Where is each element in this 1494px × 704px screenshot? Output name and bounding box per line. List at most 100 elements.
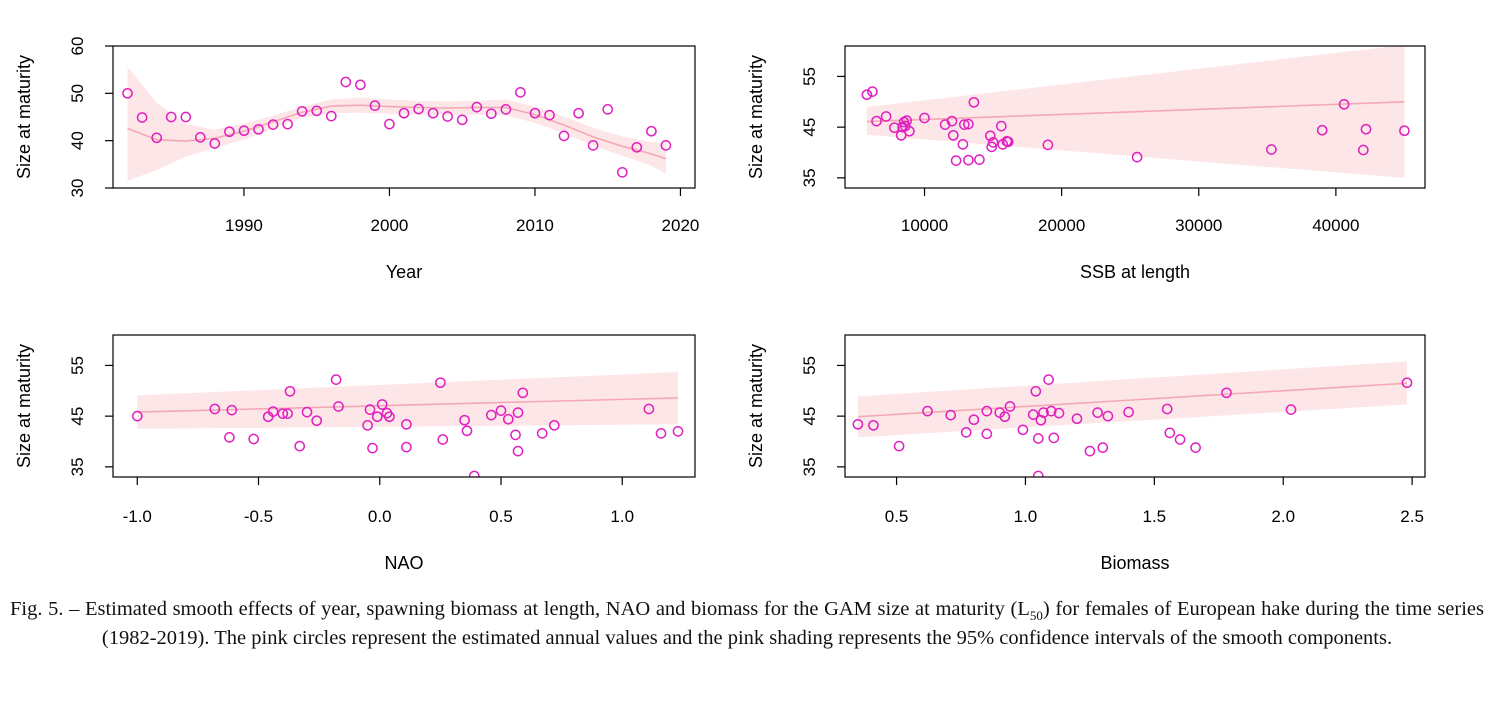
data-point — [861, 89, 873, 101]
data-point — [485, 409, 497, 421]
data-point — [1131, 151, 1143, 163]
data-point — [296, 105, 308, 117]
data-point — [536, 428, 548, 439]
x-axis-title: Biomass — [1100, 553, 1169, 573]
caption-text-suffix: ) for females of European hake during th… — [101, 598, 1484, 650]
data-point — [459, 414, 470, 426]
data-point — [587, 140, 599, 151]
data-point — [895, 129, 907, 141]
data-point — [958, 119, 970, 130]
data-point — [922, 405, 933, 417]
y-tick-label: 55 — [68, 356, 87, 375]
data-point — [868, 419, 879, 431]
data-point — [437, 434, 449, 445]
x-tick-label: 1.0 — [1014, 507, 1038, 526]
y-tick-label: 35 — [68, 457, 87, 476]
x-tick-label: 10000 — [901, 216, 948, 235]
y-axis-title: Size at maturity — [746, 55, 766, 179]
data-point — [968, 96, 980, 108]
data-point — [136, 112, 148, 123]
data-point — [1161, 403, 1173, 415]
data-point — [999, 411, 1011, 423]
y-tick-label: 40 — [68, 131, 87, 150]
x-tick-label: 2010 — [516, 216, 554, 235]
data-point — [987, 137, 999, 148]
data-point — [427, 107, 439, 119]
x-tick-label: -1.0 — [123, 507, 152, 526]
data-point — [401, 441, 412, 453]
data-point — [1401, 377, 1413, 389]
data-point — [1102, 410, 1114, 422]
data-point — [1053, 407, 1065, 419]
data-point — [369, 100, 381, 111]
x-tick-label: 0.5 — [489, 507, 513, 526]
data-point — [852, 418, 864, 430]
chart-panel-4: 0.5 1.0 1.5 2.0 2.5 35 45 55 Biomass Size at matu… — [746, 334, 1426, 573]
data-point — [616, 167, 628, 178]
data-point — [946, 115, 958, 127]
data-point — [311, 105, 323, 117]
data-point — [435, 377, 446, 389]
data-point — [602, 104, 614, 115]
data-point — [947, 129, 959, 141]
data-point — [1266, 144, 1277, 155]
data-point — [1042, 139, 1054, 151]
data-point — [301, 406, 313, 418]
plot-frame — [112, 45, 696, 189]
y-tick-label: 50 — [68, 84, 87, 103]
data-point — [384, 411, 395, 423]
figure-4-panel: 1990 2000 2010 2020 30 40 50 60 Year Size at matu… — [14, 37, 1426, 573]
x-axis-title: Year — [386, 262, 422, 282]
data-point — [209, 138, 221, 149]
data-point — [548, 419, 560, 431]
data-point — [631, 141, 643, 153]
x-axis-title: SSB at length — [1080, 262, 1190, 282]
data-point — [1316, 124, 1328, 136]
plot-frame — [844, 45, 1426, 189]
data-point — [468, 470, 480, 477]
confidence-band — [127, 66, 666, 181]
data-point — [957, 139, 969, 150]
data-point — [456, 114, 468, 126]
data-point — [340, 76, 352, 88]
plot-area — [131, 372, 684, 477]
y-tick-label: 55 — [800, 67, 819, 86]
data-point — [1360, 123, 1372, 135]
data-point — [253, 123, 264, 135]
data-point — [122, 87, 133, 99]
data-point — [880, 111, 892, 122]
data-point — [871, 115, 882, 127]
data-point — [558, 130, 570, 142]
data-point — [986, 141, 998, 153]
data-point — [284, 385, 296, 397]
data-point — [277, 408, 289, 419]
data-point — [963, 154, 974, 166]
data-point — [901, 115, 913, 126]
x-tick-label: 1.5 — [1143, 507, 1167, 526]
data-point — [981, 428, 993, 440]
data-point — [1092, 407, 1103, 418]
figure-caption: Fig. 5. – Estimated smooth effects of ye… — [10, 598, 1484, 650]
data-point — [1027, 409, 1039, 420]
data-point — [442, 111, 453, 122]
x-tick-label: 0.5 — [885, 507, 909, 526]
data-point — [1123, 406, 1134, 418]
x-tick-label: 30000 — [1175, 216, 1222, 235]
x-tick-label: -0.5 — [244, 507, 273, 526]
data-point — [294, 440, 306, 452]
y-axis-title: Size at maturity — [746, 344, 766, 468]
x-tick-label: 2020 — [662, 216, 700, 235]
data-point — [945, 409, 957, 421]
y-tick-label: 35 — [800, 168, 819, 187]
data-point — [529, 107, 541, 119]
data-point — [995, 120, 1007, 132]
data-point — [963, 118, 974, 130]
plot-area — [852, 361, 1413, 477]
data-point — [1048, 432, 1060, 444]
data-point — [919, 112, 930, 124]
plot-area — [122, 66, 672, 181]
data-point — [1017, 424, 1029, 436]
data-point — [1084, 445, 1096, 457]
data-point — [512, 445, 524, 457]
data-point — [974, 154, 985, 165]
